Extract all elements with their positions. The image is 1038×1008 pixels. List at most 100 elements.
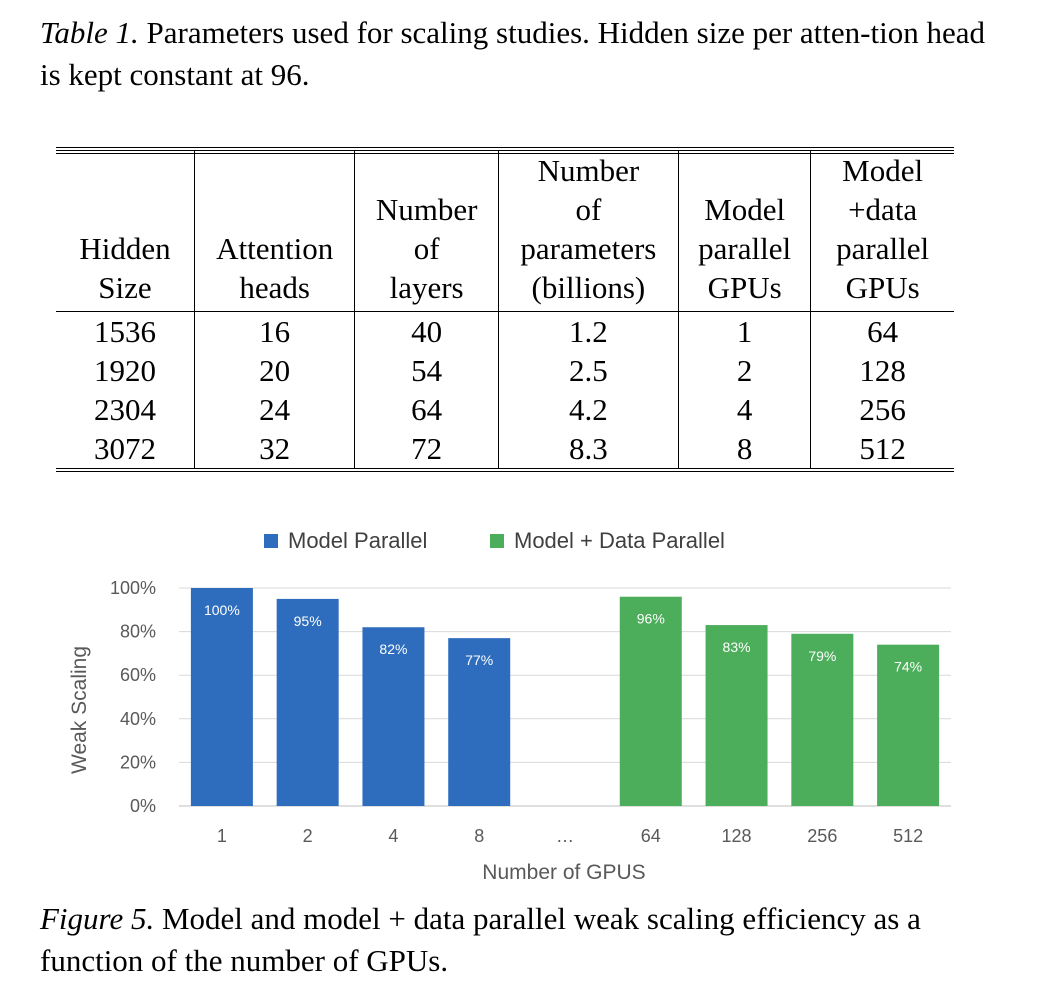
y-tick-label: 20% [120, 752, 156, 772]
x-tick-label: 4 [388, 826, 398, 846]
header-cell-1: Attention heads [194, 149, 356, 312]
table-cell: 4 [678, 390, 812, 429]
x-tick-label: 1 [217, 826, 227, 846]
legend-swatch [490, 534, 504, 548]
table-cell: 40 [354, 311, 499, 351]
x-tick-label: 512 [893, 826, 923, 846]
table-cell: 54 [354, 351, 499, 390]
header-line: Size [98, 270, 152, 305]
y-tick-label: 40% [120, 709, 156, 729]
table-cell: 3072 [56, 429, 195, 470]
y-tick-label: 60% [120, 665, 156, 685]
table-row: 1536 16 40 1.2 1 64 [56, 311, 954, 351]
bar-data-label: 95% [294, 613, 322, 629]
header-cell-5: Model +data parallel GPUs [811, 149, 954, 312]
table-row: 2304 24 64 4.2 4 256 [56, 390, 954, 429]
header-line: Attention [216, 231, 334, 266]
table-cell: 64 [354, 390, 499, 429]
y-tick-label: 80% [120, 622, 156, 642]
x-axis-ticks: 1 2 4 8 … 64 128 256 512 [217, 826, 923, 846]
table-cell: 20 [194, 351, 356, 390]
table-caption-text: Parameters used for scaling studies. Hid… [40, 15, 985, 92]
x-axis-label: Number of GPUS [482, 861, 645, 884]
table-cell: 4.2 [498, 390, 680, 429]
table-header: Hidden Size Attention heads Number of layers Nu… [56, 149, 954, 312]
header-line: layers [389, 270, 464, 305]
bar-model-parallel [448, 638, 511, 806]
header-line: Model [704, 192, 786, 227]
table-cell: 8.3 [498, 429, 680, 470]
header-cell-2: Number of layers [354, 149, 499, 312]
header-cell-4: Model parallel GPUs [678, 149, 812, 312]
bar-model-data-parallel [877, 644, 940, 806]
header-line: Model [842, 153, 924, 188]
bar-model-parallel [276, 598, 339, 806]
header-line: GPUs [845, 270, 920, 305]
table-cell: 2304 [56, 390, 195, 429]
weak-scaling-chart: Model Parallel Model + Data Parallel 0%20… [68, 528, 951, 884]
header-cell-3: Number of parameters (billions) [498, 149, 680, 312]
table-caption-lead: Table 1. [40, 15, 139, 50]
bar-data-label: 100% [204, 602, 240, 618]
legend-swatch [264, 534, 278, 548]
table-header-row: Hidden Size Attention heads Number of layers Nu… [56, 149, 954, 312]
parameters-table: Hidden Size Attention heads Number of layers Nu… [56, 147, 954, 472]
x-tick-label: 8 [474, 826, 484, 846]
header-line: +data [848, 192, 918, 227]
figure-caption-lead: Figure 5. [40, 901, 155, 936]
table-cell: 128 [859, 353, 906, 388]
table-cell: 256 [859, 392, 906, 427]
table-cell: 1920 [56, 351, 195, 390]
bar-model-data-parallel [705, 625, 768, 806]
x-tick-label: 64 [641, 826, 661, 846]
y-tick-label: 100% [110, 578, 156, 598]
table-row: 1920 20 54 2.5 2 128 [56, 351, 954, 390]
table-cell: 72 [354, 429, 499, 470]
y-axis-label: Weak Scaling [68, 646, 91, 774]
table-cell: 64 [867, 314, 899, 349]
x-tick-label: … [556, 826, 574, 846]
header-line: of [413, 231, 440, 266]
table-row: 3072 32 72 8.3 8 512 [56, 429, 954, 470]
table-caption: Table 1. Parameters used for scaling stu… [40, 12, 1000, 96]
header-line: parameters [520, 231, 657, 266]
x-tick-label: 2 [303, 826, 313, 846]
bar-model-parallel [190, 588, 253, 806]
table-cell: 512 [859, 431, 906, 466]
header-line: heads [239, 270, 310, 305]
x-tick-label: 128 [722, 826, 752, 846]
x-tick-label: 256 [807, 826, 837, 846]
bar-data-label: 96% [637, 611, 665, 627]
table-cell: 24 [194, 390, 356, 429]
chart-bars: 100% 95% 82% 77% 96% 83% 79% 74% [190, 588, 940, 806]
y-tick-label: 0% [130, 796, 156, 816]
figure-caption: Figure 5. Model and model + data paralle… [40, 898, 1000, 982]
header-line: Number [375, 192, 478, 227]
table-cell: 1 [678, 311, 812, 351]
legend-label: Model Parallel [288, 528, 427, 553]
bar-data-label: 77% [465, 652, 493, 668]
y-axis-ticks: 0% 20% 40% 60% 80% 100% [110, 578, 156, 816]
table-cell: 2.5 [498, 351, 680, 390]
header-line: parallel [698, 231, 792, 266]
header-line: Hidden [79, 231, 171, 266]
header-line: GPUs [707, 270, 782, 305]
bar-model-data-parallel [619, 596, 682, 806]
table-cell: 8 [678, 429, 812, 470]
bar-model-parallel [362, 627, 425, 806]
bar-data-label: 82% [379, 641, 407, 657]
table-cell: 1536 [56, 311, 195, 351]
header-line: of [575, 192, 602, 227]
bar-data-label: 74% [894, 659, 922, 675]
table-body: 1536 16 40 1.2 1 64 1920 20 54 2.5 2 128 2304 24 64 4.2… [56, 311, 954, 470]
table-cell: 1.2 [498, 311, 680, 351]
header-line: (billions) [531, 270, 646, 305]
header-line: Number [537, 153, 640, 188]
table-cell: 16 [194, 311, 356, 351]
table-cell: 32 [194, 429, 356, 470]
header-cell-0: Hidden Size [56, 149, 195, 312]
header-line: parallel [836, 231, 930, 266]
bar-data-label: 79% [808, 648, 836, 664]
bar-model-data-parallel [791, 633, 854, 806]
bar-data-label: 83% [723, 639, 751, 655]
